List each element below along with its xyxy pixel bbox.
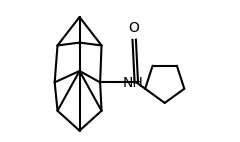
Text: NH: NH <box>122 76 143 90</box>
Text: O: O <box>128 21 139 35</box>
